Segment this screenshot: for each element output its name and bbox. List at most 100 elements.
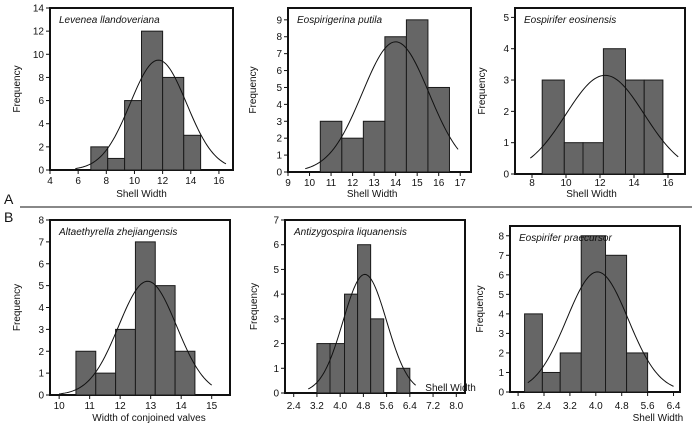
x-axis-title: Width of conjoined valves [92, 413, 205, 424]
x-tick-label: 16 [433, 178, 445, 189]
panel-title: Altaethyrella zhejiangensis [58, 227, 177, 238]
normal-curve [308, 273, 416, 390]
x-tick-label: 3.2 [563, 401, 577, 412]
x-tick-label: 8 [104, 176, 110, 187]
y-tick-label: 7 [273, 216, 279, 227]
x-tick-label: 3.2 [310, 401, 324, 412]
y-axis-title: Frequency [477, 67, 488, 114]
histogram-bar [95, 372, 117, 396]
y-tick-label: 3 [38, 325, 44, 336]
x-tick-label: 14 [176, 401, 188, 412]
y-tick-label: 6 [276, 66, 282, 77]
histogram-bar [541, 79, 565, 175]
histogram-bar [162, 76, 185, 171]
histogram-bar [319, 120, 343, 173]
histogram-bar [183, 134, 202, 171]
y-tick-label: 6 [273, 240, 279, 251]
x-tick-label: 10 [304, 178, 316, 189]
y-tick-label: 8 [38, 73, 44, 84]
x-tick-label: 13 [145, 401, 157, 412]
x-axis-title: Shell Width [633, 413, 684, 424]
y-tick-label: 1 [498, 368, 504, 379]
y-tick-label: 5 [276, 83, 282, 94]
x-tick-label: 15 [412, 178, 424, 189]
y-tick-label: 1 [276, 151, 282, 162]
normal-curve [529, 74, 679, 159]
x-tick-label: 14 [185, 176, 197, 187]
x-tick-label: 17 [455, 178, 467, 189]
x-tick-label: 12 [594, 178, 606, 189]
y-tick-label: 6 [38, 259, 44, 270]
y-axis-title: Frequency [12, 284, 23, 331]
y-tick-label: 4 [498, 309, 504, 320]
x-axis-title: Shell Width [347, 189, 398, 200]
x-tick-label: 8 [529, 178, 535, 189]
histogram-bar [362, 120, 386, 173]
x-tick-label: 11 [84, 401, 95, 412]
y-tick-label: 6 [498, 270, 504, 281]
histogram-bar [370, 318, 385, 394]
x-tick-label: 6 [75, 176, 81, 187]
y-tick-label: 3 [503, 76, 509, 87]
chart-panel-a1: 0 2 4 6 8 10 12 14 4 6 8 10 12 14 16 Levenea llandoveri… [12, 4, 234, 200]
histogram-bar [559, 352, 582, 393]
x-tick-label: 4.0 [333, 401, 347, 412]
x-tick-label: 6.4 [403, 401, 417, 412]
x-tick-label: 12 [157, 176, 169, 187]
x-tick-label: 7.2 [426, 401, 440, 412]
histogram-bar [524, 313, 543, 393]
y-tick-label: 0 [273, 389, 279, 400]
histogram-bar [384, 36, 407, 173]
histogram-bar [341, 137, 364, 173]
x-tick-label: 4.0 [589, 401, 603, 412]
histogram-bar [602, 48, 627, 175]
histogram-bar [405, 19, 429, 173]
x-tick-label: 10 [54, 401, 66, 412]
x-tick-label: 16 [213, 176, 225, 187]
y-tick-label: 0 [503, 170, 509, 181]
x-tick-label: 10 [129, 176, 141, 187]
x-tick-label: 8.0 [449, 401, 463, 412]
x-tick-label: 4.8 [615, 401, 629, 412]
histogram-bar [174, 350, 196, 396]
histogram-bar [541, 371, 561, 393]
y-tick-label: 2 [276, 134, 282, 145]
histogram-bar [134, 241, 156, 396]
y-tick-label: 5 [498, 290, 504, 301]
y-tick-label: 4 [503, 44, 509, 55]
x-tick-label: 2.4 [287, 401, 301, 412]
x-tick-label: 9 [285, 178, 291, 189]
x-tick-label: 4 [47, 176, 53, 187]
y-tick-label: 2 [503, 107, 509, 118]
x-tick-label: 10 [560, 178, 572, 189]
y-axis-title: Frequency [249, 283, 260, 330]
y-tick-label: 4 [38, 303, 44, 314]
histogram-bar [643, 79, 664, 175]
y-tick-label: 2 [38, 347, 44, 358]
histogram-bar [107, 157, 126, 171]
histogram-bar [115, 328, 136, 396]
histogram-bar [154, 285, 176, 396]
normal-curve [59, 280, 213, 395]
y-tick-label: 8 [498, 231, 504, 242]
chart-panel-b3: 0 1 2 3 4 5 6 7 8 1.6 2.4 3.2 4.0 4.8 5.6 6.4 Eospirifer… [475, 225, 684, 424]
x-tick-label: 1.6 [511, 401, 525, 412]
y-tick-label: 5 [503, 13, 509, 24]
x-tick-label: 16 [662, 178, 674, 189]
normal-curve [75, 59, 227, 170]
x-tick-label: 12 [347, 178, 359, 189]
y-tick-label: 6 [38, 96, 44, 107]
y-tick-label: 2 [38, 142, 44, 153]
x-tick-label: 12 [115, 401, 127, 412]
histogram-bar [625, 79, 645, 175]
y-tick-label: 0 [38, 391, 44, 402]
y-tick-label: 3 [276, 117, 282, 128]
histogram-bar [329, 343, 346, 394]
panel-title: Eospirifer eosinensis [524, 15, 616, 26]
y-tick-label: 0 [498, 388, 504, 399]
histogram-bar [396, 367, 411, 394]
